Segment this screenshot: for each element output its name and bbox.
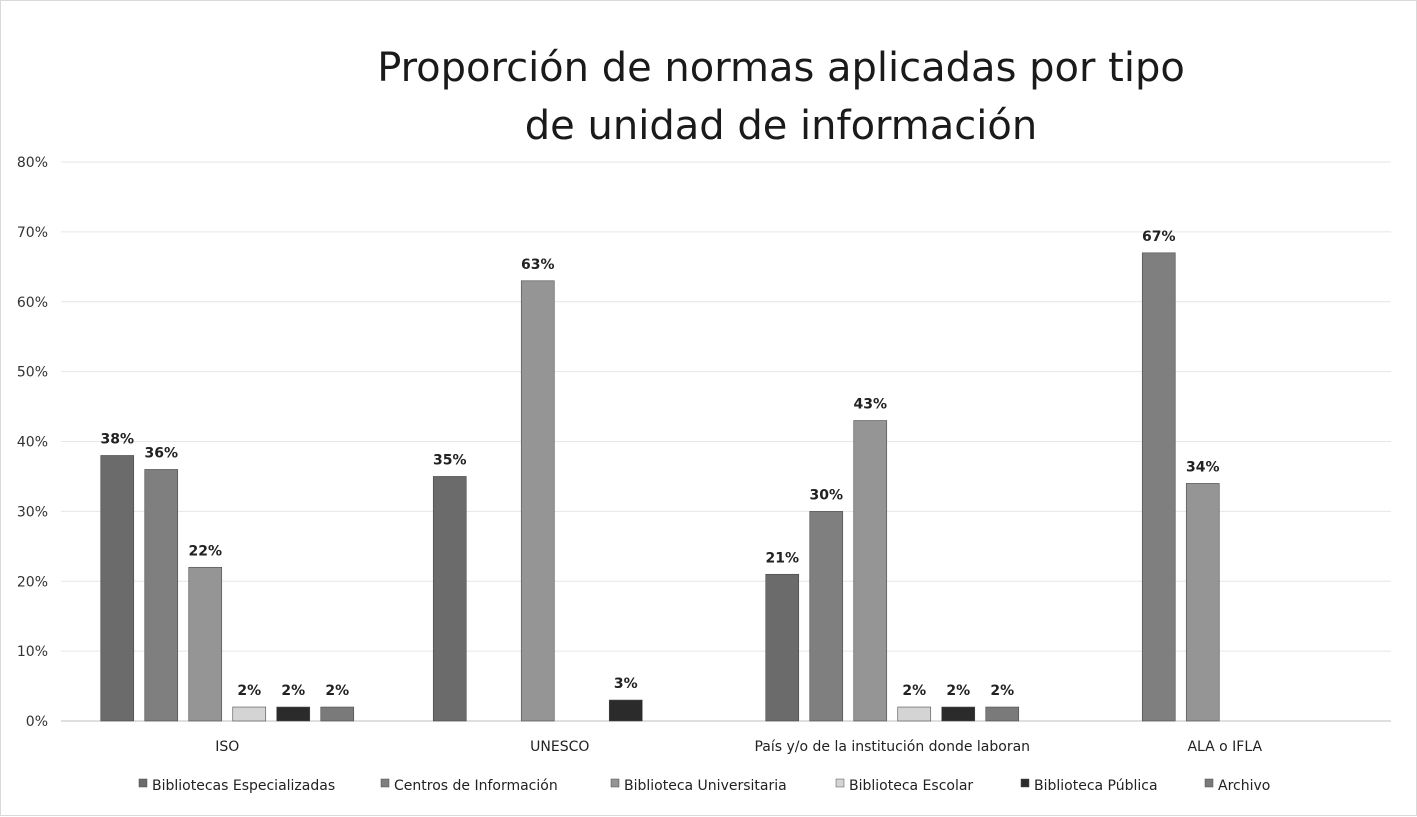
legend-swatch <box>835 778 845 788</box>
data-label: 34% <box>1186 459 1220 475</box>
y-tick-label: 40% <box>17 435 48 451</box>
bar <box>1141 252 1176 722</box>
legend-swatch <box>380 778 390 788</box>
data-label: 2% <box>237 683 261 699</box>
y-tick-label: 20% <box>17 574 48 590</box>
data-label: 35% <box>433 452 467 468</box>
data-label: 2% <box>902 683 926 699</box>
legend-entry-label: Bibliotecas Especializadas <box>152 778 335 794</box>
legend: Bibliotecas Especializadas Centros de Inf… <box>138 778 1270 794</box>
bar <box>985 706 1020 722</box>
data-label: 2% <box>325 683 349 699</box>
bar <box>100 455 135 722</box>
y-tick-label: 60% <box>17 295 48 311</box>
data-label: 67% <box>1142 229 1176 245</box>
data-label: 36% <box>144 445 178 461</box>
legend-swatch <box>1204 778 1214 788</box>
data-label: 22% <box>188 543 222 559</box>
x-tick-label: UNESCO <box>530 739 589 755</box>
bar <box>432 476 467 722</box>
y-tick-label: 50% <box>17 365 48 381</box>
data-label: 38% <box>100 431 134 447</box>
y-tick-label: 30% <box>17 504 48 520</box>
data-label: 2% <box>946 683 970 699</box>
bar <box>608 699 643 722</box>
data-label: 21% <box>765 550 799 566</box>
x-tick-label: ALA o IFLA <box>1187 739 1262 755</box>
x-tick-label: País y/o de la institución donde laboran <box>754 739 1030 755</box>
legend-entry-label: Biblioteca Escolar <box>849 778 973 794</box>
data-label: 63% <box>521 257 555 273</box>
y-tick-label: 10% <box>17 644 48 660</box>
data-label: 3% <box>614 676 638 692</box>
chart-title-line-1: Proporción de normas aplicadas por tipo <box>377 45 1185 91</box>
data-label: 30% <box>809 487 843 503</box>
bar <box>941 706 976 722</box>
y-tick-label: 80% <box>17 155 48 171</box>
legend-entry-label: Centros de Información <box>394 778 558 794</box>
bar <box>188 566 223 722</box>
data-label: 43% <box>853 397 887 413</box>
bar <box>765 573 800 722</box>
y-tick-label: 0% <box>26 714 48 730</box>
bars <box>100 252 1220 722</box>
legend-entry-label: Archivo <box>1218 778 1270 794</box>
legend-swatch <box>610 778 620 788</box>
bar <box>897 706 932 722</box>
x-tick-label: ISO <box>215 739 239 755</box>
bar <box>232 706 267 722</box>
bar <box>520 280 555 722</box>
bar <box>1185 483 1220 722</box>
bar <box>276 706 311 722</box>
legend-swatch <box>1020 778 1030 788</box>
y-tick-label: 70% <box>17 225 48 241</box>
x-axis-ticks: ISO UNESCO País y/o de la institución dond… <box>215 739 1262 755</box>
chart-title-line-2: de unidad de información <box>524 103 1038 149</box>
data-label: 2% <box>281 683 305 699</box>
bar <box>809 511 844 722</box>
chart-title: Proporción de normas aplicadas por tipo … <box>201 39 1361 155</box>
legend-entry-label: Biblioteca Pública <box>1034 778 1158 794</box>
bar <box>853 420 888 722</box>
data-labels: 38% 36% 22% 2% 2% 2% 35% 63% 3% 21% 30% 43% 2% 2% 2% 67… <box>100 229 1219 699</box>
data-label: 2% <box>990 683 1014 699</box>
legend-swatch <box>138 778 148 788</box>
legend-entry-label: Biblioteca Universitaria <box>624 778 787 794</box>
y-axis-ticks: 0% 10% 20% 30% 40% 50% 60% 70% 80% <box>17 155 48 730</box>
bar <box>320 706 355 722</box>
bar <box>144 469 179 722</box>
